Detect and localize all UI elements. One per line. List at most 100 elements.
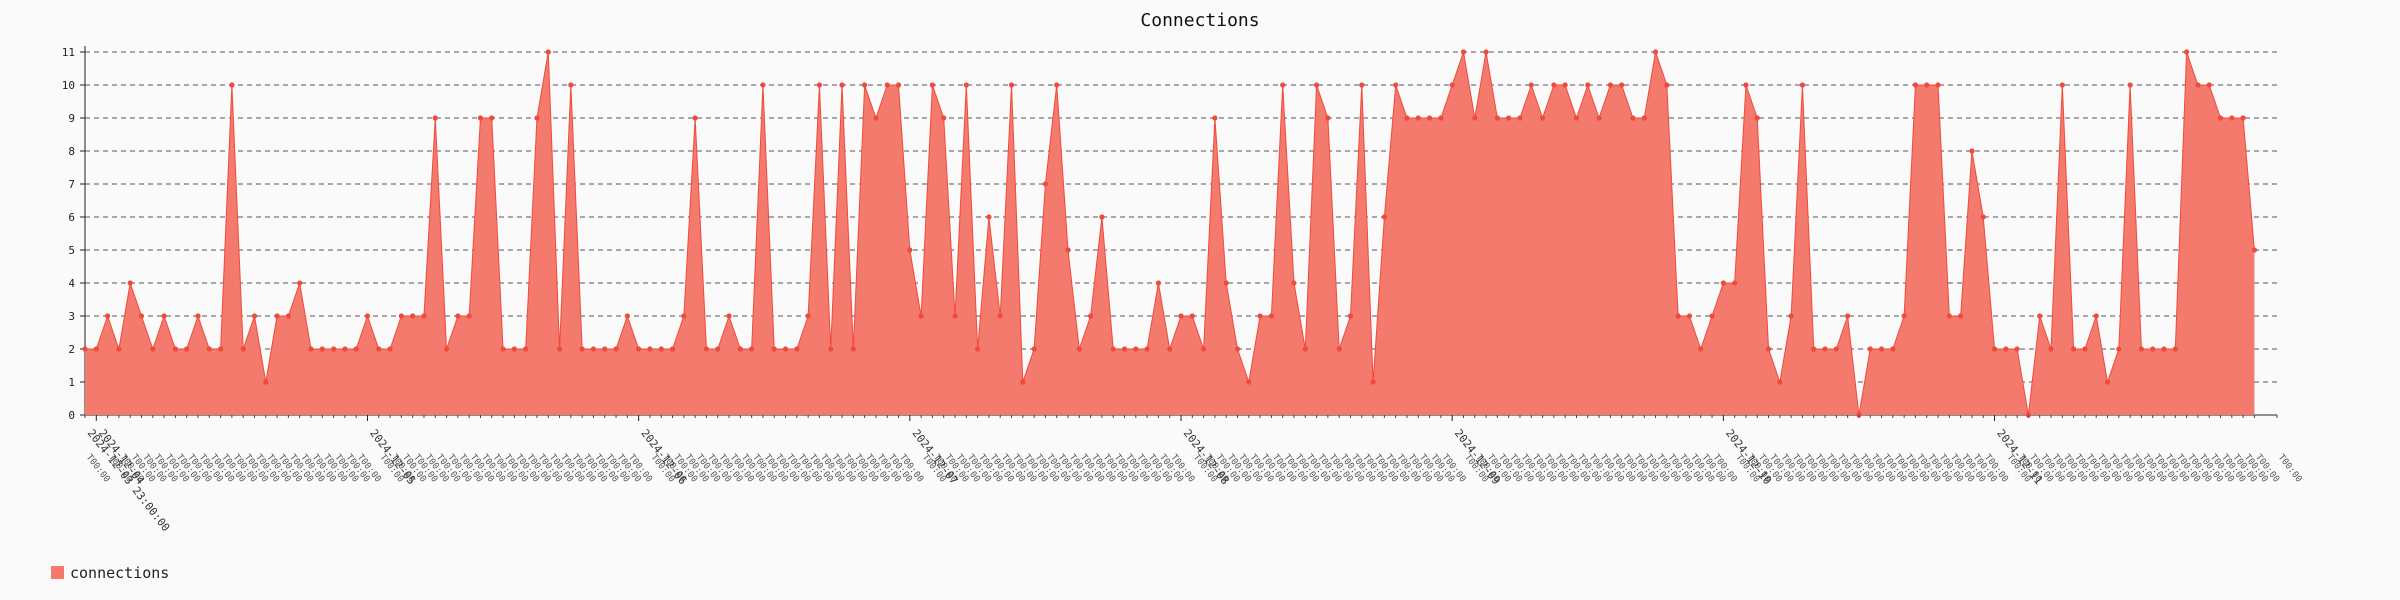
- data-point: [1743, 82, 1749, 88]
- data-point: [1178, 313, 1184, 319]
- data-point: [1573, 115, 1580, 121]
- x-axis: 2024-12-03 23:00:00T00:00T00:00T00:00T00…: [84, 415, 2304, 534]
- data-point: [1878, 346, 1885, 352]
- data-point: [410, 313, 416, 319]
- data-point: [2082, 346, 2088, 352]
- data-point: [489, 115, 495, 121]
- data-point: [602, 346, 608, 352]
- data-point: [150, 346, 156, 352]
- data-point: [1359, 82, 1365, 88]
- data-point: [1675, 313, 1681, 319]
- data-point: [1958, 313, 1964, 319]
- data-point: [692, 115, 698, 121]
- data-point: [2217, 115, 2224, 121]
- data-point: [556, 346, 563, 352]
- data-point: [1313, 82, 1320, 88]
- data-point: [466, 313, 472, 319]
- data-point: [1924, 82, 1930, 88]
- data-point: [1709, 313, 1715, 319]
- y-tick-label-11: 11: [62, 46, 75, 59]
- data-point: [263, 379, 269, 385]
- data-point: [1494, 115, 1500, 121]
- data-point: [2161, 346, 2167, 352]
- data-point: [771, 346, 777, 352]
- data-point: [681, 313, 687, 319]
- data-point: [1257, 313, 1263, 319]
- data-point: [2184, 49, 2190, 55]
- data-point: [1539, 115, 1546, 121]
- data-point: [2059, 82, 2065, 88]
- data-point: [1280, 82, 1286, 88]
- data-point: [1765, 346, 1772, 352]
- data-point: [805, 313, 811, 319]
- data-point: [1234, 346, 1241, 352]
- data-point: [986, 214, 992, 220]
- legend-label: connections: [70, 564, 169, 582]
- data-point: [534, 115, 540, 121]
- data-point: [1268, 313, 1274, 319]
- data-point: [1980, 214, 1986, 220]
- data-point: [511, 346, 517, 352]
- data-point: [1551, 82, 1557, 88]
- data-point: [1212, 115, 1218, 121]
- data-point: [1607, 82, 1613, 88]
- data-point: [1664, 82, 1670, 88]
- data-point: [1246, 379, 1252, 385]
- data-point: [172, 346, 178, 352]
- data-point: [1912, 82, 1919, 88]
- data-point: [1732, 280, 1738, 286]
- data-point: [217, 346, 224, 352]
- data-point: [545, 49, 551, 55]
- data-point: [138, 313, 145, 319]
- data-point: [2229, 115, 2235, 121]
- data-point: [1415, 115, 1421, 121]
- data-point: [2195, 82, 2201, 88]
- data-point: [387, 346, 393, 352]
- data-point: [839, 82, 845, 88]
- data-point: [2048, 346, 2054, 352]
- data-point: [523, 346, 529, 352]
- data-point: [1065, 247, 1071, 253]
- points-layer: [82, 49, 2257, 418]
- data-point: [636, 346, 642, 352]
- data-point: [1460, 49, 1467, 55]
- data-point: [398, 313, 404, 319]
- data-point: [715, 346, 721, 352]
- data-point: [816, 82, 823, 88]
- data-point: [251, 313, 258, 319]
- data-point: [884, 82, 890, 88]
- data-point: [1144, 346, 1150, 352]
- data-point: [93, 346, 99, 352]
- data-point: [1008, 82, 1015, 88]
- data-point: [1291, 280, 1297, 286]
- data-point: [2138, 346, 2145, 352]
- data-point: [455, 313, 461, 319]
- data-point: [1020, 379, 1026, 385]
- data-point: [2037, 313, 2043, 319]
- data-point: [319, 346, 325, 352]
- data-point: [794, 346, 800, 352]
- data-point: [2240, 115, 2246, 121]
- data-point: [1754, 115, 1760, 121]
- legend: connections: [51, 564, 169, 582]
- data-point: [1596, 115, 1602, 121]
- data-point: [1867, 346, 1873, 352]
- data-point: [127, 280, 133, 286]
- data-point: [929, 82, 936, 88]
- data-point: [2104, 379, 2111, 385]
- data-point: [376, 346, 382, 352]
- y-tick-label-0: 0: [68, 409, 75, 422]
- data-point: [82, 346, 88, 352]
- data-point: [2150, 346, 2156, 352]
- data-point: [1426, 115, 1433, 121]
- data-point: [579, 346, 585, 352]
- data-point: [975, 346, 981, 352]
- y-tick-label-2: 2: [68, 343, 75, 356]
- data-point: [1777, 379, 1783, 385]
- data-point: [703, 346, 710, 352]
- data-point: [500, 346, 506, 352]
- data-point: [1155, 280, 1161, 286]
- data-point: [1833, 346, 1839, 352]
- legend-swatch: [51, 566, 64, 579]
- y-tick-label-8: 8: [68, 145, 75, 158]
